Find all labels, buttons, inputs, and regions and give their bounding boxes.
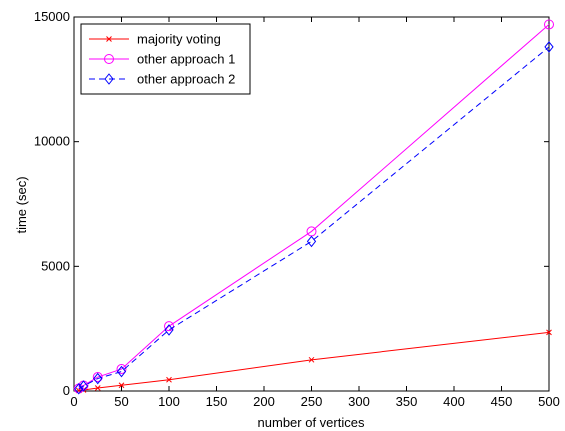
data-point [93, 372, 103, 385]
x-tick-label: 50 [114, 394, 128, 409]
x-tick-label: 250 [301, 394, 323, 409]
legend-swatch-marker [104, 73, 114, 85]
x-tick-label: 350 [396, 394, 418, 409]
data-point [166, 376, 172, 383]
legend-swatch-marker [106, 36, 112, 42]
data-point [92, 372, 103, 383]
series-line [78, 46, 550, 390]
axis-ticks: 0 50 100 150 200 250 300 350 400 450 5000500010000… [34, 9, 560, 409]
legend-label: other approach 2 [137, 72, 235, 87]
x-tick-label: 300 [348, 394, 370, 409]
data-point [74, 382, 84, 395]
legend-item: other approach 2 [89, 72, 235, 87]
x-tick-label: 400 [443, 394, 465, 409]
x-axis-title: number of vertices [258, 415, 365, 430]
x-tick-label: 100 [158, 394, 180, 409]
data-point [306, 235, 317, 248]
data-point [94, 385, 101, 391]
legend-swatch-marker [104, 54, 114, 64]
x-tick-label: 450 [491, 394, 513, 409]
data-point [164, 324, 174, 336]
data-point [546, 329, 552, 336]
data-point [544, 19, 554, 30]
legend-item: majority voting [89, 32, 221, 47]
y-tick-label: 5000 [41, 258, 70, 273]
x-tick-label: 0 [70, 394, 77, 409]
y-axis-title: time (sec) [14, 176, 29, 233]
data-point [116, 364, 127, 375]
legend-item: other approach 1 [89, 52, 235, 67]
x-tick-label: 150 [206, 394, 228, 409]
legend-label: other approach 1 [137, 52, 235, 67]
legend: majority voting other approach 1 other app… [80, 23, 251, 95]
data-point [544, 41, 554, 53]
series-2 [74, 41, 554, 395]
x-tick-label: 500 [538, 394, 560, 409]
data-point [308, 356, 315, 363]
data-point [164, 321, 174, 332]
legend-label: majority voting [137, 32, 221, 47]
data-point [78, 380, 89, 392]
series-group [73, 19, 554, 395]
data-point [118, 382, 125, 389]
y-tick-label: 0 [63, 383, 70, 398]
y-tick-label: 15000 [34, 9, 70, 24]
x-tick-label: 200 [253, 394, 275, 409]
y-tick-label: 10000 [34, 134, 70, 149]
data-point [116, 365, 127, 378]
